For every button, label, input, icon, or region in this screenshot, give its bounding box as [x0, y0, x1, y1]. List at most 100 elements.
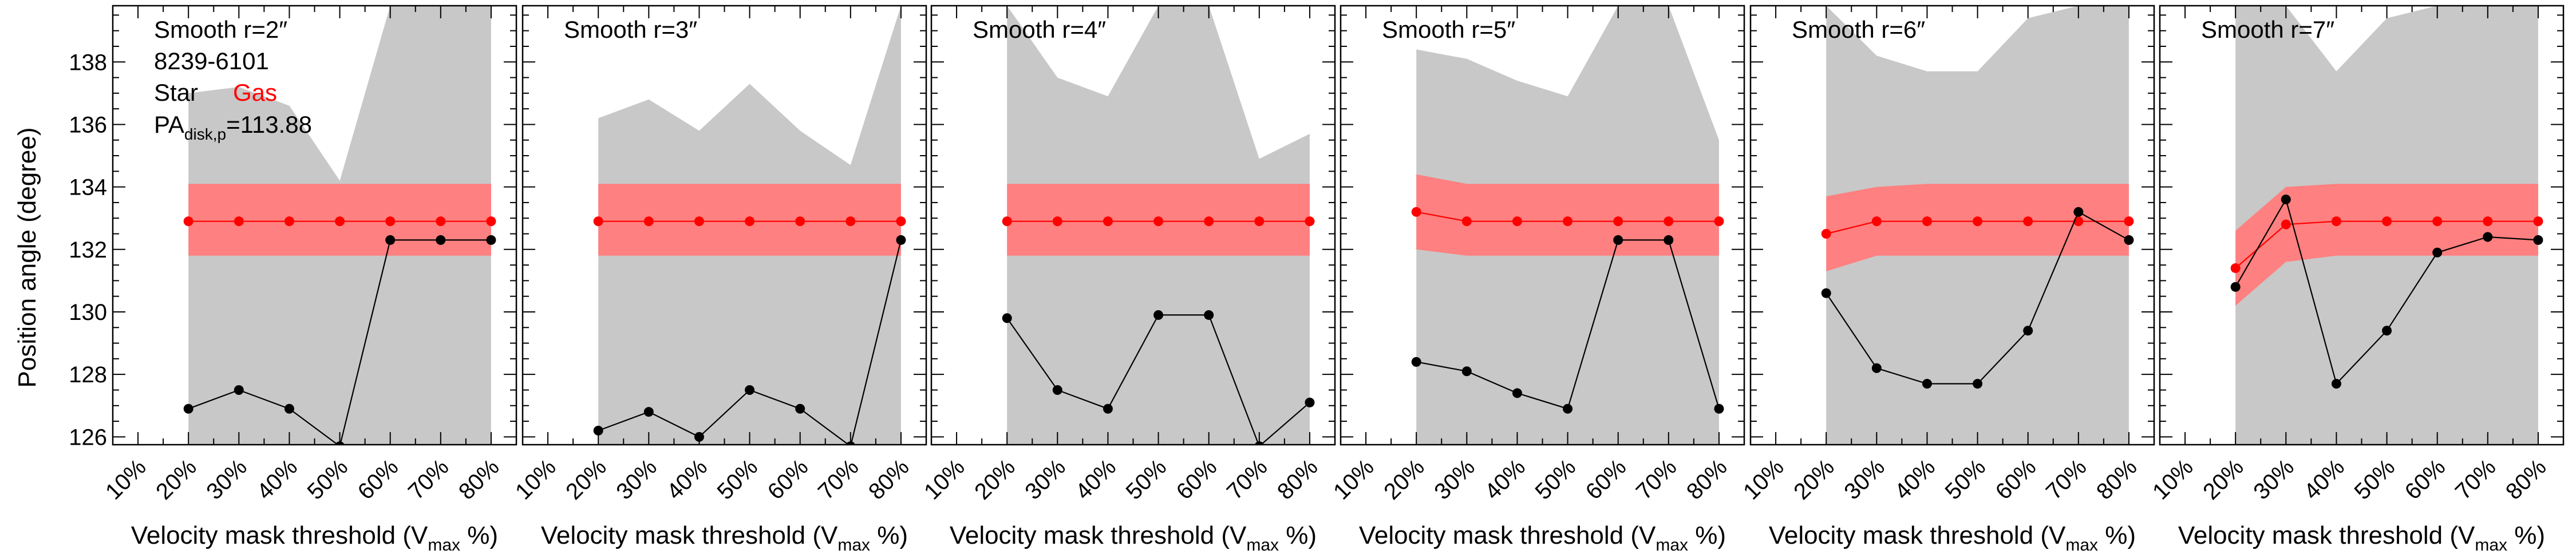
gas-point — [846, 216, 856, 227]
x-axis-label-main: Velocity mask threshold (V — [950, 521, 1247, 549]
x-axis-label-end: %) — [1279, 521, 1317, 549]
star-point — [1664, 235, 1674, 245]
x-tick-label: 80% — [2092, 454, 2142, 505]
x-tick-label: 40% — [1070, 454, 1121, 505]
star-point — [896, 235, 906, 245]
gas-point — [1002, 216, 1012, 227]
gas-point — [183, 216, 193, 227]
legend-gas: Gas — [233, 79, 277, 106]
x-tick-label: 10% — [2148, 454, 2198, 505]
plot-area — [1002, 6, 1315, 445]
star-point — [2073, 207, 2084, 217]
gas-point — [1461, 216, 1472, 227]
x-axis-label-main: Velocity mask threshold (V — [1769, 521, 2066, 549]
x-tick-label: 70% — [813, 454, 864, 505]
panel-2: 10% 20% 30% 40% 50% 60% 70% 80% Smooth r=3″ Veloc… — [511, 5, 927, 555]
x-axis-label-end: %) — [2507, 521, 2545, 549]
x-axis-label-sub: max — [1656, 536, 1688, 555]
x-tick-label: 20% — [1379, 454, 1429, 505]
star-point — [1103, 403, 1113, 414]
star-point — [1052, 385, 1062, 395]
x-tick-label: 50% — [1531, 454, 1581, 505]
y-tick-label: 132 — [69, 238, 107, 263]
x-tick-label: 50% — [2350, 454, 2400, 505]
x-axis-label-main: Velocity mask threshold (V — [1359, 521, 1656, 549]
star-point — [745, 385, 755, 395]
panel-3: 10% 20% 30% 40% 50% 60% 70% 80% Smooth r=4″ Veloc… — [919, 5, 1336, 555]
panel-5: 10% 20% 30% 40% 50% 60% 70% 80% Smooth r=6″ Veloc… — [1739, 5, 2155, 555]
panel-title: Smooth r=6″ — [1792, 16, 1925, 43]
x-tick-label: 70% — [404, 454, 454, 505]
star-point — [436, 235, 446, 245]
x-axis-label-end: %) — [1688, 521, 1726, 549]
pa-prefix: PA — [154, 111, 184, 138]
x-tick-label: 60% — [2400, 454, 2451, 505]
x-axis-label: Velocity mask threshold (Vmax %) — [131, 521, 498, 555]
gas-point — [1305, 216, 1315, 227]
gas-point — [2230, 263, 2241, 274]
star-point — [2533, 235, 2543, 245]
y-axis-label: Position angle (degree) — [13, 128, 41, 388]
x-axis-label-main: Velocity mask threshold (V — [131, 521, 428, 549]
gas-point — [745, 216, 755, 227]
x-tick-label: 10% — [1739, 454, 1789, 505]
x-axis-label: Velocity mask threshold (Vmax %) — [950, 521, 1317, 555]
x-axis-label: Velocity mask threshold (Vmax %) — [1359, 521, 1726, 555]
x-tick-label: 40% — [252, 454, 302, 505]
gas-point — [1254, 216, 1265, 227]
star-point — [593, 425, 603, 436]
gas-point — [1973, 216, 1983, 227]
gas-point — [1714, 216, 1724, 227]
gas-point — [1613, 216, 1623, 227]
x-tick-label: 20% — [2198, 454, 2249, 505]
panel-1: 10% 20% 30% 40% 50% 60% 70% 80% 126 128 130 132 134 1… — [69, 5, 517, 555]
x-axis-label: Velocity mask threshold (Vmax %) — [541, 521, 908, 555]
star-point — [1204, 310, 1214, 320]
gas-point — [2483, 216, 2493, 227]
x-tick-label: 80% — [1682, 454, 1732, 505]
x-axis-label-sub: max — [1246, 536, 1279, 555]
gas-point — [1103, 216, 1113, 227]
gas-point — [2124, 216, 2134, 227]
x-axis-label-end: %) — [2098, 521, 2136, 549]
star-point — [795, 403, 805, 414]
gas-uncertainty-band — [1416, 174, 1719, 256]
star-point — [1871, 363, 1882, 373]
x-tick-label: 70% — [1222, 454, 1273, 505]
x-tick-label: 60% — [1172, 454, 1222, 505]
x-tick-label: 30% — [202, 454, 252, 505]
star-point — [1714, 403, 1724, 414]
x-axis-label-end: %) — [870, 521, 908, 549]
gas-point — [385, 216, 396, 227]
x-tick-label: 50% — [713, 454, 763, 505]
x-tick-label: 60% — [1991, 454, 2041, 505]
star-point — [1411, 357, 1421, 367]
star-point — [2124, 235, 2134, 245]
x-tick-label: 80% — [2501, 454, 2551, 505]
gas-point — [234, 216, 244, 227]
star-point — [1563, 403, 1573, 414]
panel-title: Smooth r=2″ — [154, 16, 287, 43]
star-point — [2281, 194, 2291, 204]
x-tick-label: 40% — [1890, 454, 1940, 505]
gas-point — [486, 216, 496, 227]
plot-area — [2230, 6, 2543, 445]
gas-point — [1922, 216, 1932, 227]
x-axis-label: Velocity mask threshold (Vmax %) — [2178, 521, 2545, 555]
gas-point — [2432, 216, 2443, 227]
gas-point — [284, 216, 294, 227]
galaxy-id: 8239-6101 — [154, 48, 269, 74]
x-tick-label: 80% — [454, 454, 504, 505]
x-tick-label: 30% — [1429, 454, 1480, 505]
plot-area — [1821, 6, 2134, 445]
x-axis-label-main: Velocity mask threshold (V — [2178, 521, 2475, 549]
gas-point — [1563, 216, 1573, 227]
star-point — [183, 403, 193, 414]
x-axis-label-sub: max — [2475, 536, 2507, 555]
panel-title: Smooth r=3″ — [564, 16, 697, 43]
gas-point — [1871, 216, 1882, 227]
panel-6: 10% 20% 30% 40% 50% 60% 70% 80% Smooth r=7″ Veloc… — [2148, 5, 2565, 555]
x-tick-label: 30% — [1020, 454, 1070, 505]
gas-point — [436, 216, 446, 227]
